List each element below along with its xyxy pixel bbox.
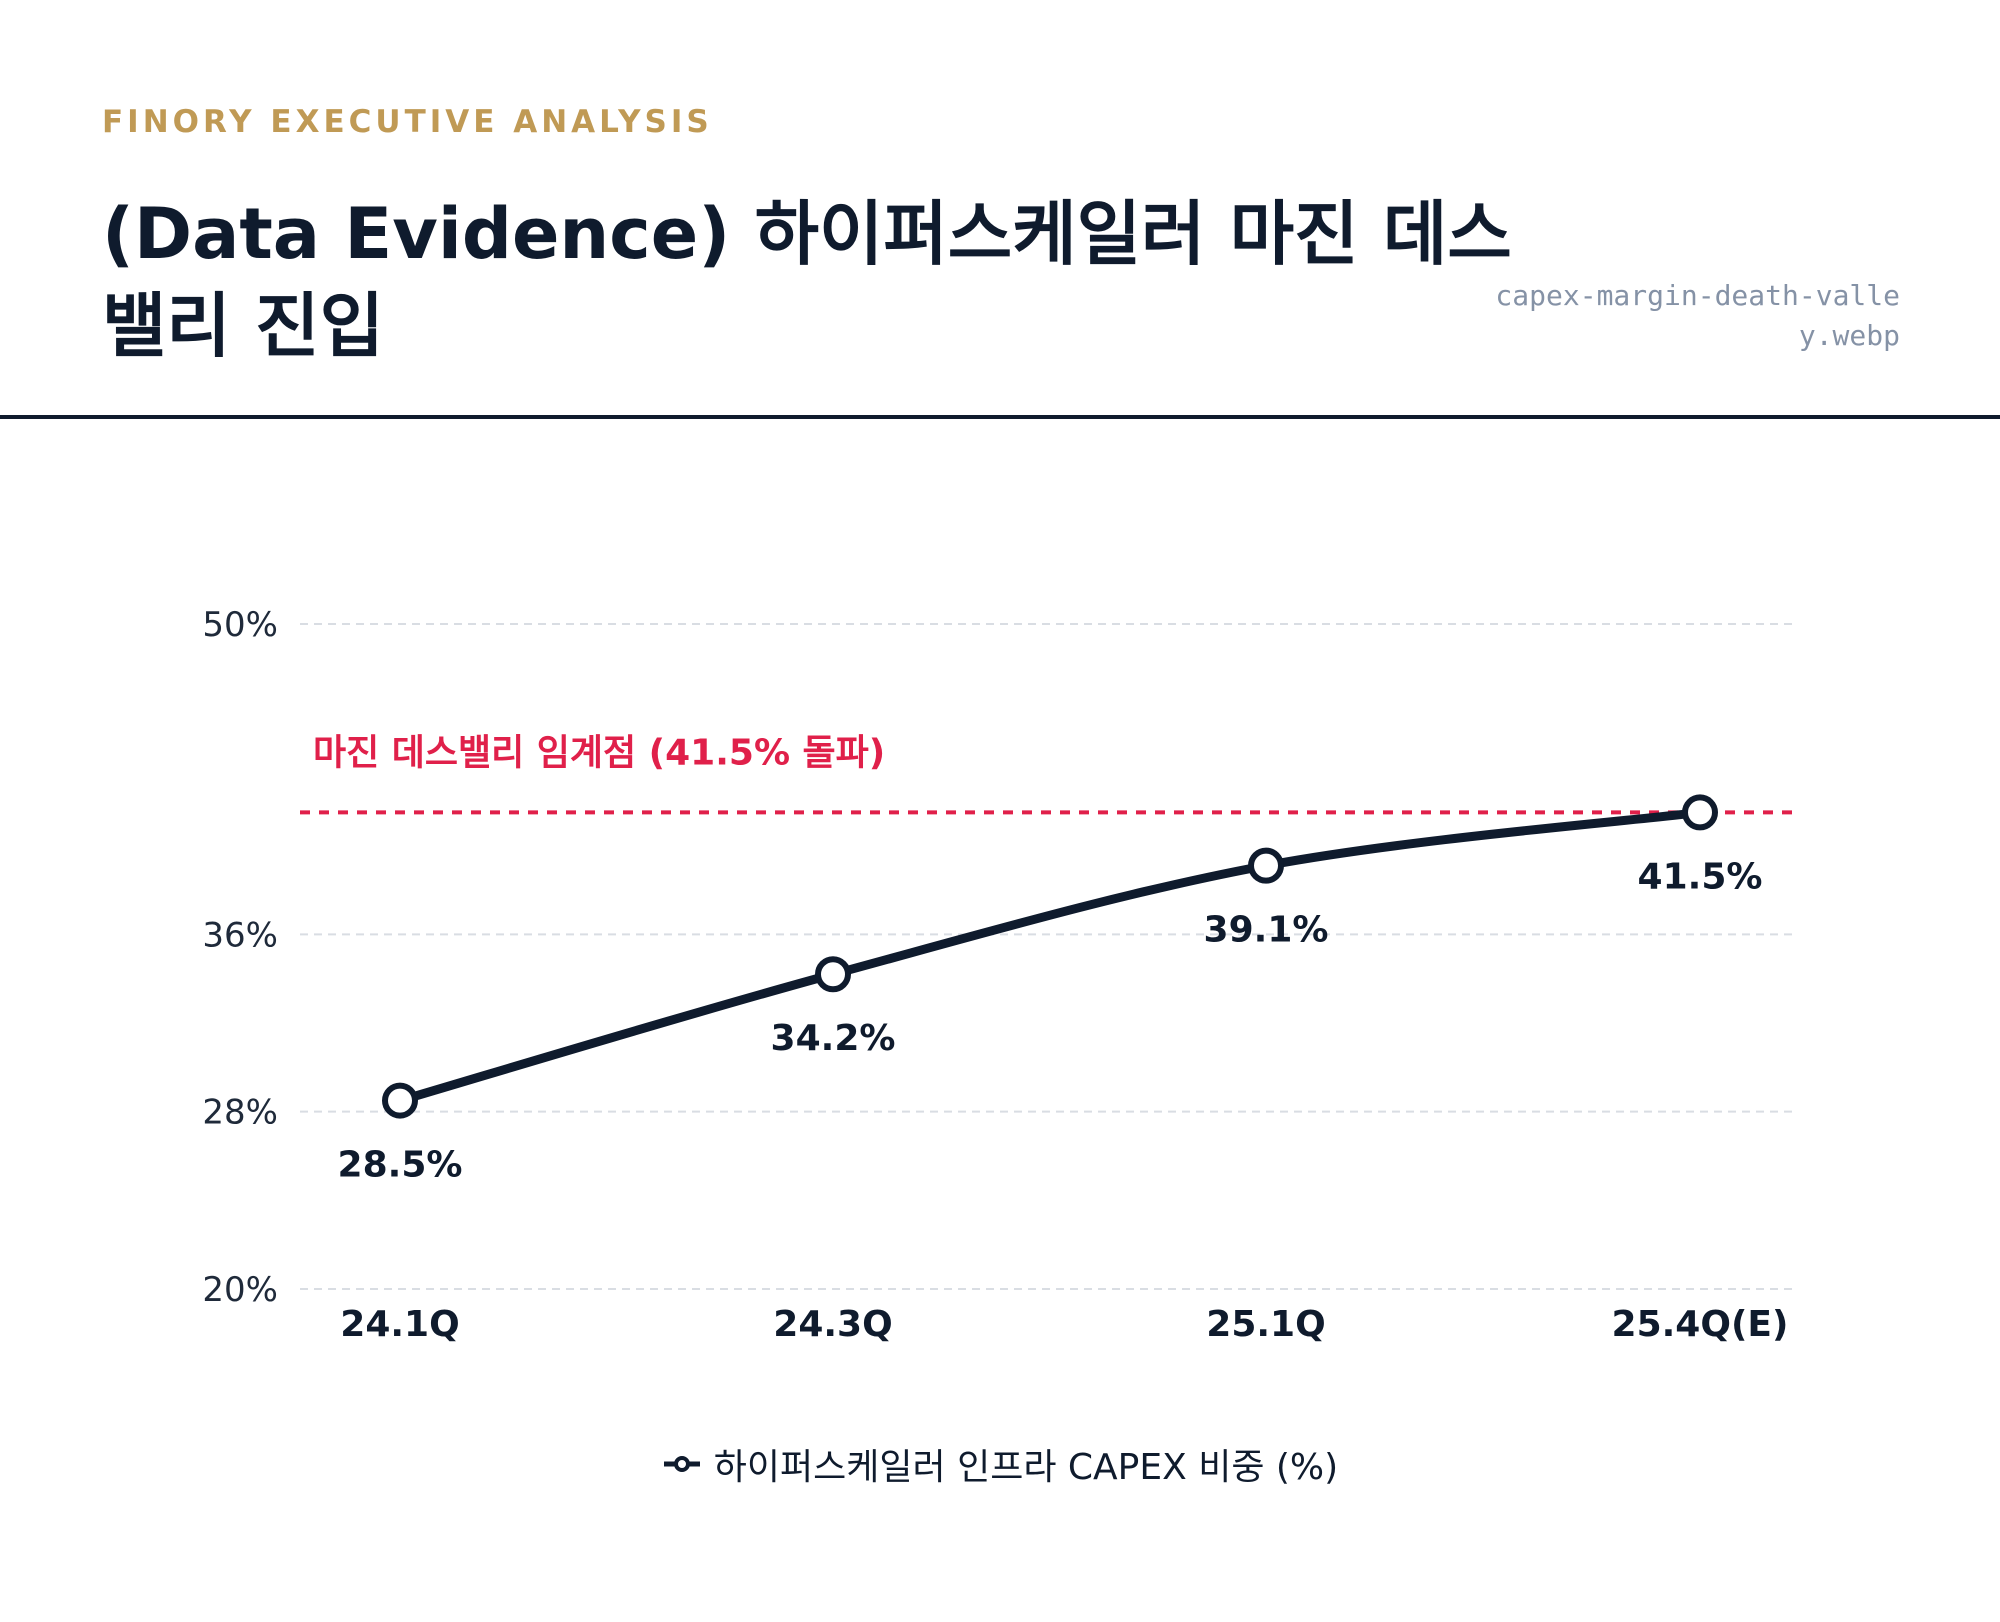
x-tick-label: 25.4Q(E) xyxy=(1612,1304,1789,1345)
y-axis-ticks: 20% 28% 36% 50% xyxy=(202,605,278,1310)
kicker: FINORY EXECUTIVE ANALYSIS xyxy=(102,104,713,140)
data-point xyxy=(382,1082,418,1119)
page-title: (Data Evidence) 하이퍼스케일러 마진 데스밸리 진입 xyxy=(102,193,1512,367)
file-name: capex-margin-death-valley.webp xyxy=(1495,279,1900,352)
x-axis-ticks: 24.1Q 24.3Q 25.1Q 25.4Q(E) xyxy=(340,1304,1788,1345)
y-tick-label: 36% xyxy=(202,915,278,955)
grid-lines xyxy=(300,623,1793,1290)
data-point xyxy=(1248,847,1284,884)
threshold: 마진 데스밸리 임계점 (41.5% 돌파) xyxy=(300,732,1793,815)
x-tick-label: 24.1Q xyxy=(340,1304,459,1345)
y-tick-label: 28% xyxy=(202,1093,278,1133)
data-labels: 28.5% 34.2% 39.1% 41.5% xyxy=(338,856,1763,1185)
threshold-label: 마진 데스밸리 임계점 (41.5% 돌파) xyxy=(313,732,885,773)
data-label: 28.5% xyxy=(338,1145,463,1186)
data-label: 34.2% xyxy=(771,1018,896,1059)
legend-label: 하이퍼스케일러 인프라 CAPEX 비중 (%) xyxy=(713,1447,1339,1488)
y-tick-label: 50% xyxy=(202,605,278,645)
data-label: 41.5% xyxy=(1638,856,1763,897)
legend: 하이퍼스케일러 인프라 CAPEX 비중 (%) xyxy=(0,1434,2000,1494)
data-point xyxy=(815,956,851,993)
data-label: 39.1% xyxy=(1204,910,1329,951)
series-line xyxy=(395,807,1705,1106)
x-tick-label: 25.1Q xyxy=(1206,1304,1325,1345)
header-divider xyxy=(0,415,2000,419)
data-point xyxy=(1682,794,1718,831)
y-tick-label: 20% xyxy=(202,1270,278,1310)
series xyxy=(382,794,1718,1119)
legend-swatch xyxy=(663,1456,700,1472)
x-tick-label: 24.3Q xyxy=(773,1304,892,1345)
